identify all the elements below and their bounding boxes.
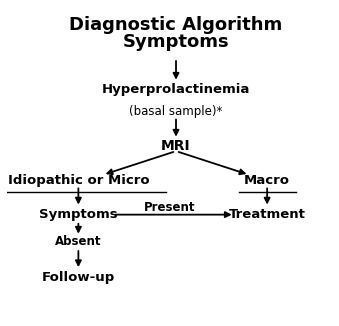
Text: Symptoms: Symptoms <box>39 208 118 221</box>
Text: MRI: MRI <box>161 139 191 153</box>
Text: Present: Present <box>144 201 195 214</box>
Text: Follow-up: Follow-up <box>42 271 115 284</box>
Text: Idiopathic or Micro: Idiopathic or Micro <box>7 174 149 187</box>
Text: Diagnostic Algorithm: Diagnostic Algorithm <box>69 16 283 34</box>
Text: Treatment: Treatment <box>229 208 305 221</box>
Text: Absent: Absent <box>55 235 102 248</box>
Text: Macro: Macro <box>244 174 290 187</box>
Text: Symptoms: Symptoms <box>123 33 229 51</box>
Text: Hyperprolactinemia: Hyperprolactinemia <box>102 83 250 96</box>
Text: (basal sample)*: (basal sample)* <box>129 105 223 118</box>
